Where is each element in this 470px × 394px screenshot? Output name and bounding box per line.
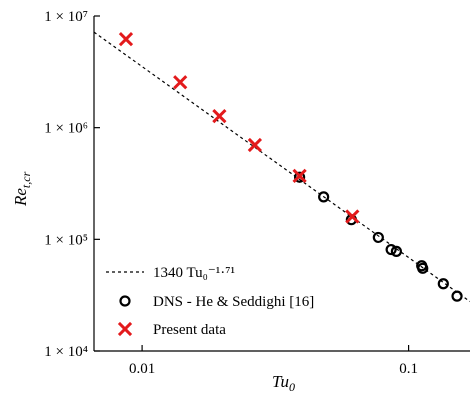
fit-line: [93, 31, 470, 303]
dns-data-point: [318, 191, 330, 203]
present-data-point: [292, 168, 307, 184]
points-layer: [118, 32, 463, 302]
present-data-point: [173, 75, 188, 90]
legend-dns-marker: [119, 295, 131, 307]
present-data-point: [118, 32, 134, 47]
y-tick-label: 1 × 10⁶: [44, 121, 88, 137]
present-data-point: [345, 209, 360, 224]
fit-line-layer: [93, 31, 470, 303]
y-axis-label: Ret,cr: [11, 171, 33, 207]
y-tick-label: 1 × 10⁷: [44, 9, 88, 25]
legend-present-marker: [117, 321, 133, 337]
dns-data-point: [294, 171, 306, 183]
dns-data-point: [417, 262, 429, 274]
dns-data-point: [451, 290, 463, 302]
dns-data-point: [390, 245, 402, 257]
dns-data-point: [372, 231, 384, 244]
present-data-point: [212, 108, 227, 124]
x-tick-label: 0.1: [399, 361, 418, 377]
legend-dns-label: DNS - He & Seddighi [16]: [153, 294, 314, 310]
plot-area: 1 × 10⁴ 1 × 10⁵ 1 × 10⁶ 1 × 10⁷ 0.01 0.1: [44, 9, 470, 377]
ticks-layer: 1 × 10⁴ 1 × 10⁵ 1 × 10⁶ 1 × 10⁷ 0.01 0.1: [44, 9, 418, 377]
dns-data-point: [437, 278, 449, 290]
legend-present-label: Present data: [153, 322, 226, 338]
legend-fit-label: 1340 Tu₀⁻¹·⁷¹: [153, 265, 235, 281]
y-tick-label: 1 × 10⁴: [44, 344, 88, 360]
legend: 1340 Tu₀⁻¹·⁷¹ DNS - He & Seddighi [16] P…: [106, 265, 314, 338]
dns-data-point: [385, 243, 397, 256]
x-tick-label: 0.01: [129, 361, 155, 377]
y-tick-label: 1 × 10⁵: [44, 232, 88, 248]
present-data-point: [247, 137, 263, 153]
x-axis-label: Tu0: [272, 372, 295, 394]
